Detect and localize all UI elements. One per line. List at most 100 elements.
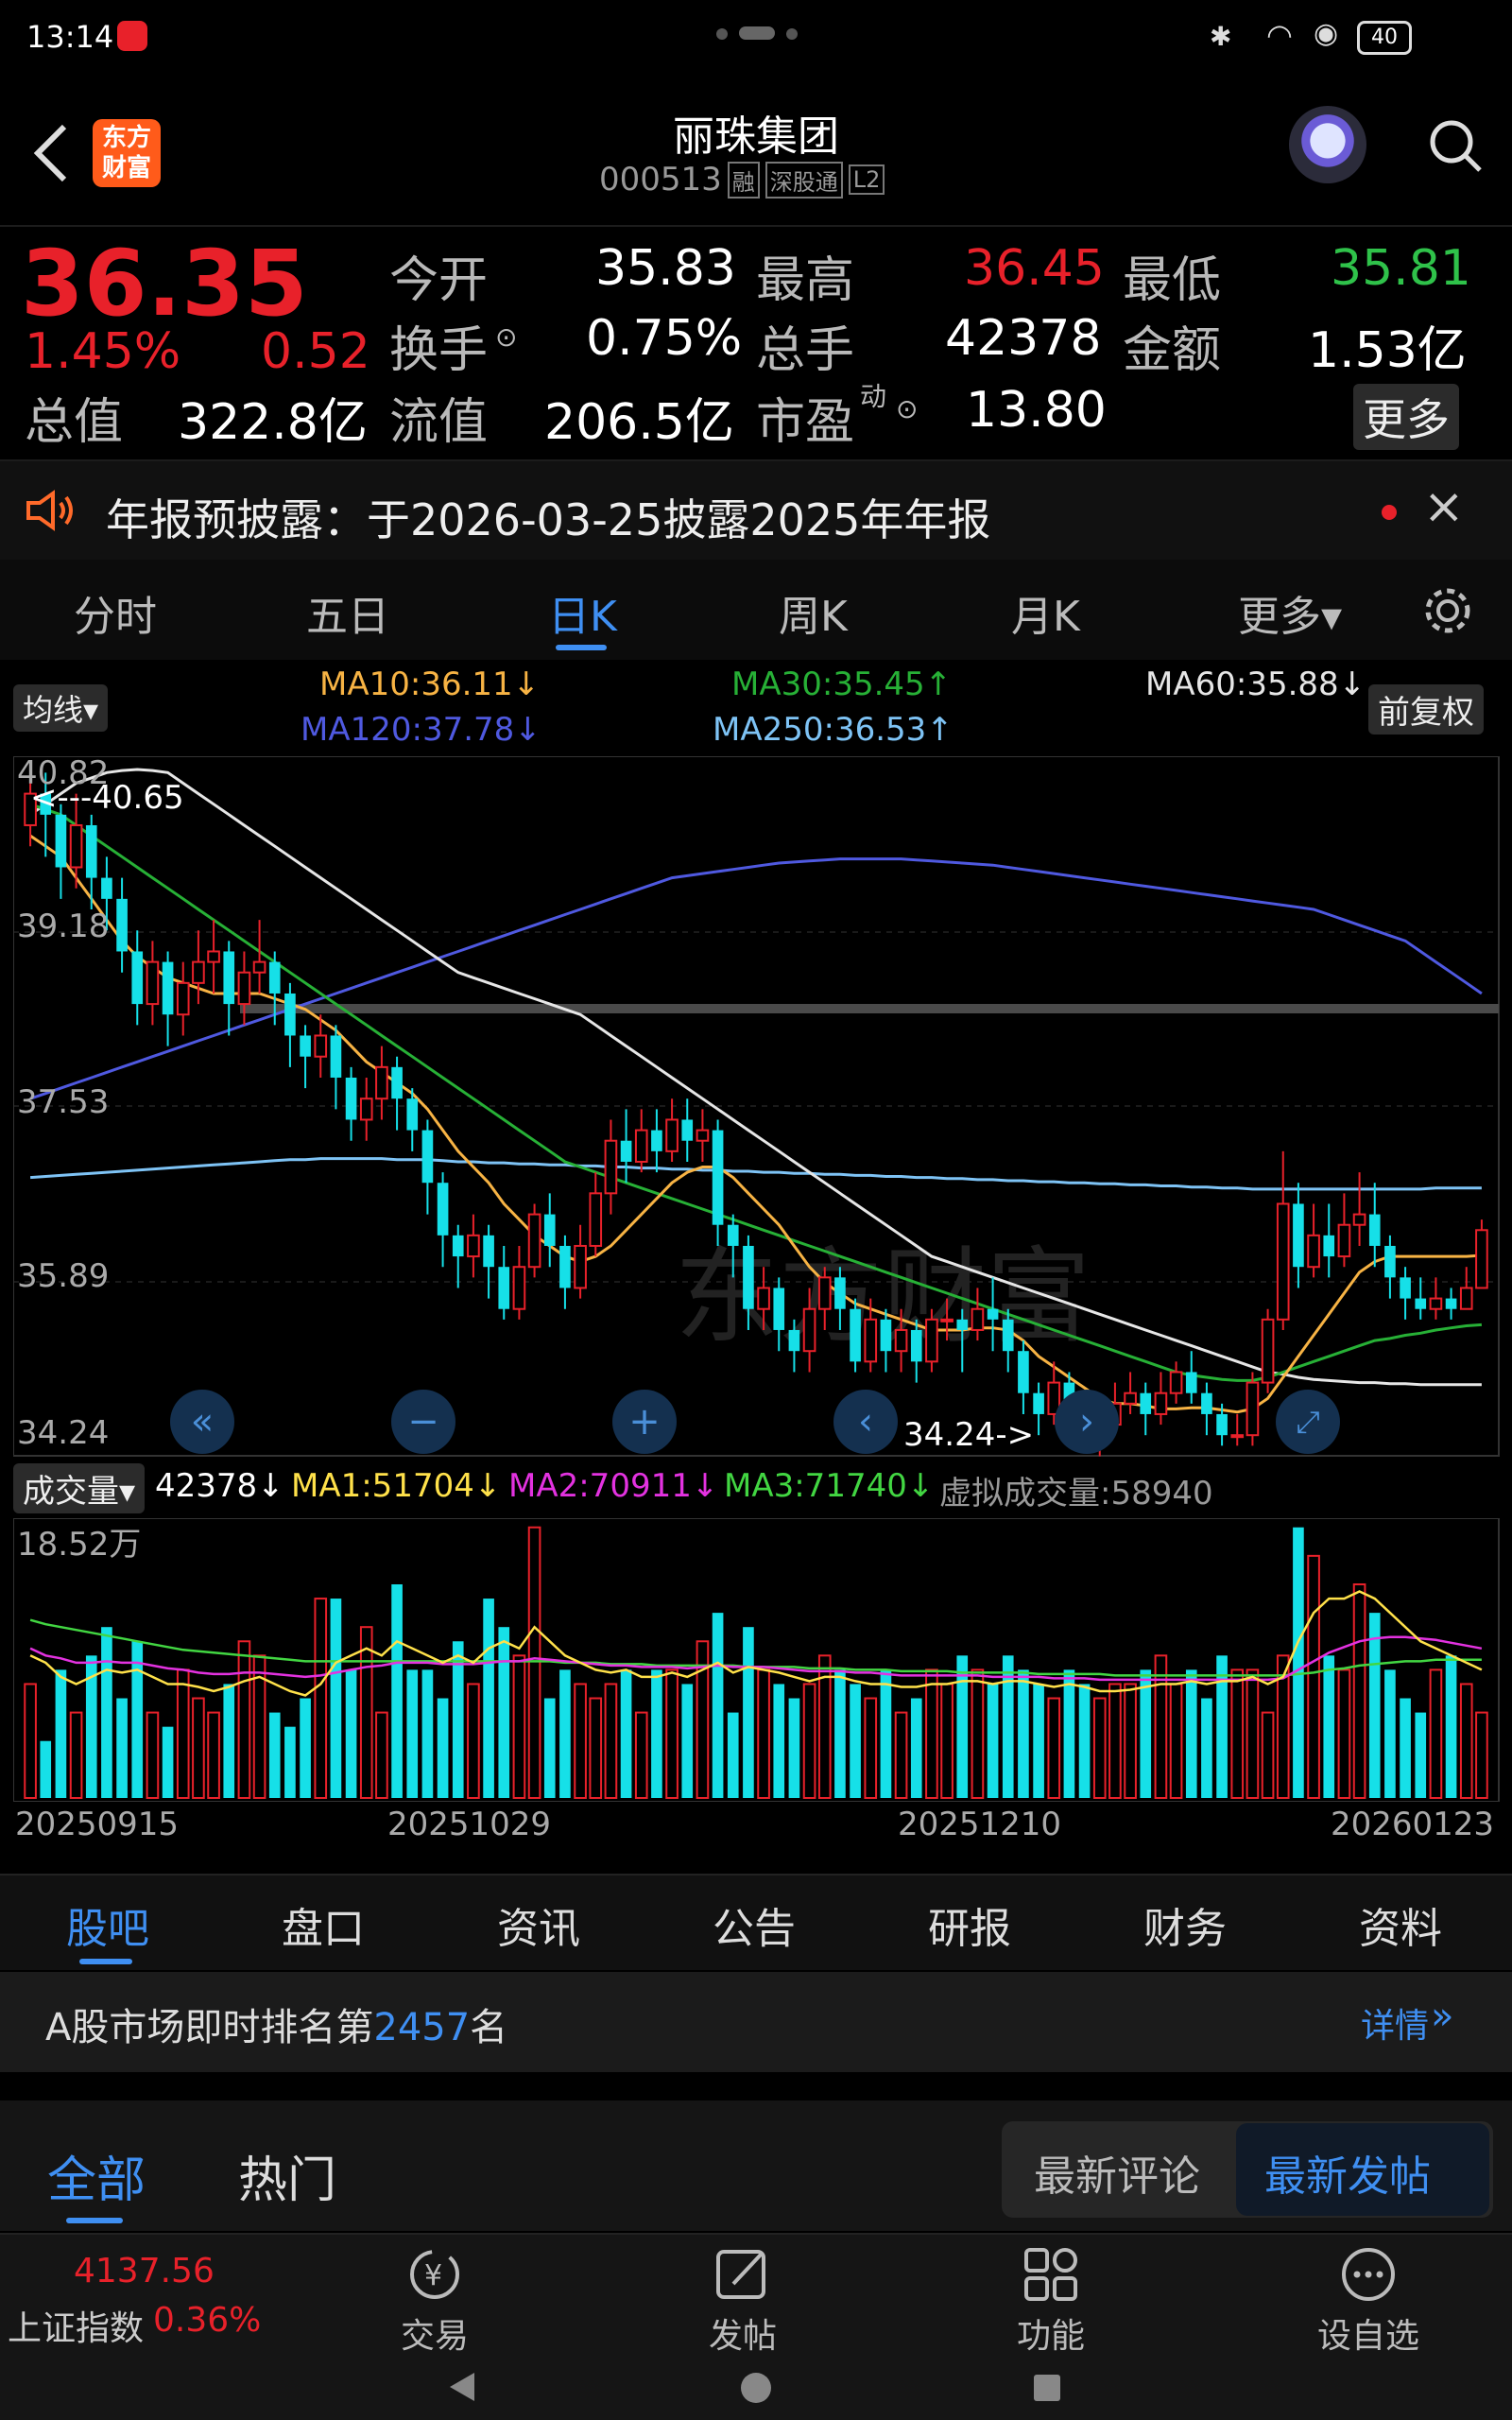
robot-assistant-icon[interactable]: [1289, 106, 1366, 183]
app-logo[interactable]: 东方 财富: [93, 119, 161, 187]
candle-body: [55, 814, 67, 868]
volume-bar: [850, 1684, 861, 1798]
volume-bar: [131, 1641, 144, 1798]
candle-body: [589, 1192, 603, 1247]
candle-body: [894, 1328, 908, 1353]
min-price-marker: 34.24->: [903, 1416, 1035, 1454]
candle: [1018, 1340, 1029, 1414]
high-label: 最高: [756, 252, 855, 309]
ma-select-dropdown[interactable]: 均线▾: [13, 684, 109, 732]
close-notice-icon[interactable]: ×: [1423, 478, 1465, 535]
index-change: 0.36%: [153, 2301, 262, 2340]
pe-info-icon[interactable]: ⊙: [896, 393, 919, 424]
tab-news[interactable]: 资讯: [497, 1905, 580, 1953]
open-label: 今开: [389, 252, 489, 309]
candle: [330, 1025, 342, 1110]
tab-research[interactable]: 研报: [928, 1905, 1011, 1953]
volume-bar: [1078, 1684, 1091, 1798]
sort-latest-post[interactable]: 最新发帖: [1264, 2152, 1431, 2201]
scroll-right-button[interactable]: ›: [1055, 1390, 1119, 1454]
volume-bar: [1400, 1698, 1411, 1798]
ranking-detail-link[interactable]: 详情: [1361, 2007, 1430, 2046]
candle-body: [1459, 1287, 1473, 1310]
tab-weekly-k[interactable]: 周K: [779, 593, 848, 641]
candle: [1033, 1382, 1044, 1436]
candle: [452, 1224, 464, 1288]
sort-latest-comment[interactable]: 最新评论: [1034, 2152, 1200, 2201]
volume-bar: [176, 1668, 190, 1799]
tab-intraday[interactable]: 分时: [74, 593, 157, 641]
candle: [1445, 1288, 1457, 1320]
price-axis-2: 39.18: [17, 908, 110, 945]
volume-bar: [1307, 1554, 1320, 1799]
candle-body: [1169, 1371, 1183, 1394]
index-ticker[interactable]: 4137.56 上证指数 0.36%: [0, 2235, 261, 2358]
tab-monthly-k[interactable]: 月K: [1011, 593, 1080, 641]
tab-five-day[interactable]: 五日: [306, 593, 389, 641]
candle-body: [1429, 1297, 1443, 1310]
fullscreen-button[interactable]: ⤢: [1276, 1390, 1340, 1454]
candle-body: [252, 960, 266, 974]
tab-all-posts[interactable]: 全部: [47, 2152, 146, 2209]
notice-bar[interactable]: 年报预披露：于2026-03-25披露2025年年报 ×: [0, 459, 1512, 562]
nav-function[interactable]: 功能: [975, 2244, 1126, 2358]
candle: [971, 1288, 985, 1341]
volume-bar: [1185, 1669, 1197, 1798]
nav-trade[interactable]: ¥ 交易: [359, 2244, 510, 2358]
market-ranking-row[interactable]: A股市场即时排名第2457名 详情 »: [0, 1972, 1512, 2072]
ranking-text: A股市场即时排名第2457名: [45, 1996, 507, 2051]
candle-body: [314, 1034, 328, 1058]
tab-financials[interactable]: 财务: [1143, 1905, 1227, 1953]
candle-body: [1124, 1392, 1137, 1405]
tab-profile[interactable]: 资料: [1359, 1905, 1442, 1953]
nav-add-watchlist[interactable]: 设自选: [1283, 2244, 1453, 2358]
post-filter-bar: 全部 热门 最新评论 最新发帖: [0, 2100, 1512, 2231]
volume-indicator-select[interactable]: 成交量▾: [13, 1463, 146, 1513]
candle-body: [940, 1318, 954, 1322]
settings-icon[interactable]: [1421, 584, 1474, 637]
system-home-icon[interactable]: [739, 2371, 773, 2405]
system-back-icon[interactable]: [448, 2371, 476, 2403]
kline-chart[interactable]: 东方财富: [13, 756, 1512, 1458]
tab-announcements[interactable]: 公告: [713, 1905, 796, 1953]
candle-body: [1261, 1318, 1275, 1384]
candle-body: [773, 1288, 785, 1330]
info-icon[interactable]: ⊙: [495, 321, 518, 353]
amount-value: 1.53亿: [1308, 322, 1467, 379]
candle: [589, 1172, 603, 1257]
candle: [817, 1267, 832, 1330]
more-quote-button[interactable]: 更多: [1353, 384, 1459, 450]
back-button[interactable]: [21, 115, 81, 191]
tab-orderbook[interactable]: 盘口: [282, 1905, 365, 1953]
adjust-mode-button[interactable]: 前复权: [1368, 684, 1484, 735]
search-button[interactable]: [1418, 108, 1493, 183]
period-tabs: 分时 五日 日K 周K 月K 更多▾: [0, 560, 1512, 660]
change-percent: 1.45%: [25, 323, 181, 380]
trade-icon: ¥: [410, 2250, 459, 2299]
date-label-2: 20251029: [387, 1806, 552, 1843]
tab-daily-k[interactable]: 日K: [548, 593, 617, 641]
scroll-left-fast-button[interactable]: «: [170, 1390, 234, 1454]
zoom-out-button[interactable]: −: [391, 1390, 455, 1454]
candle: [956, 1308, 969, 1373]
volume-chart[interactable]: [13, 1518, 1512, 1802]
nav-post[interactable]: 发帖: [667, 2244, 818, 2358]
ma60-line: [29, 768, 1482, 1387]
volume-current: 42378↓: [155, 1467, 284, 1505]
tab-hot-posts[interactable]: 热门: [238, 2152, 337, 2209]
candle: [176, 961, 190, 1036]
candle-body: [850, 1308, 861, 1362]
volume-bar: [1033, 1684, 1044, 1798]
candle-body: [467, 1234, 480, 1258]
volume-bar: [1216, 1655, 1228, 1798]
zoom-in-button[interactable]: +: [612, 1390, 677, 1454]
tab-forum[interactable]: 股吧: [66, 1905, 149, 1953]
candle-body: [681, 1119, 694, 1141]
candle: [314, 1014, 328, 1078]
candle: [300, 1025, 311, 1089]
system-recents-icon[interactable]: [1032, 2373, 1062, 2403]
scroll-left-button[interactable]: ‹: [833, 1390, 898, 1454]
price-axis-1: 40.82: [17, 754, 110, 792]
tab-more-periods[interactable]: 更多▾: [1238, 593, 1343, 641]
volume-bar: [788, 1698, 800, 1798]
